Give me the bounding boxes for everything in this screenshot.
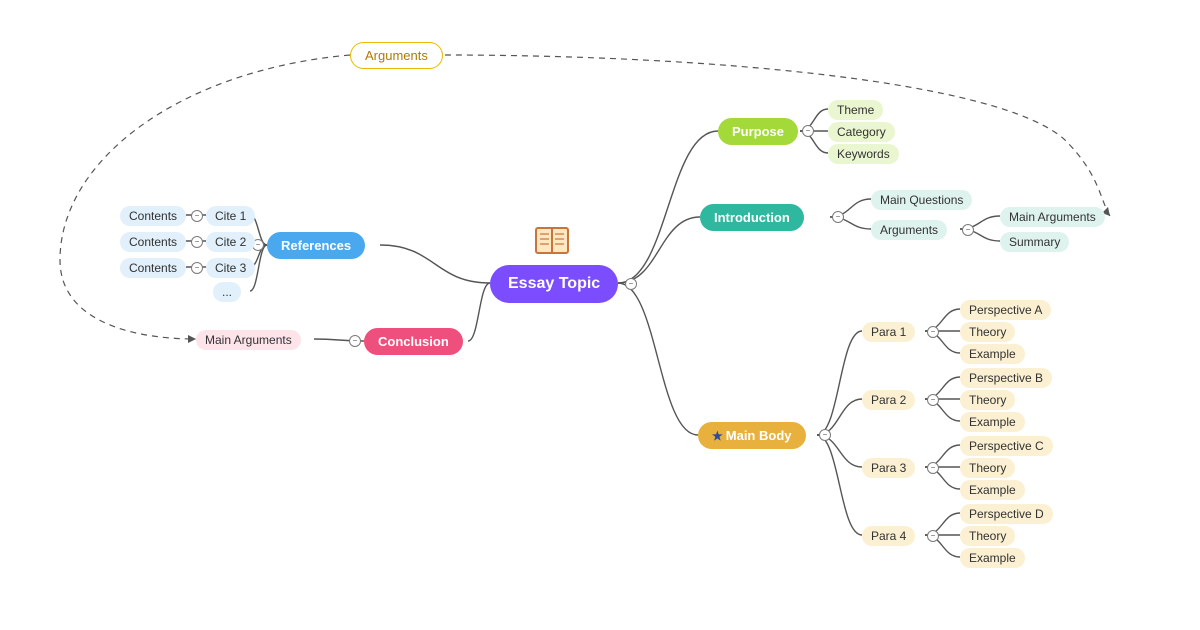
leaf-theme[interactable]: Theme	[828, 100, 883, 120]
root-node[interactable]: Essay Topic	[490, 265, 618, 303]
root-label: Essay Topic	[508, 275, 600, 293]
cite2-toggle[interactable]: −	[191, 236, 203, 248]
leaf-contents-1[interactable]: Contents	[120, 206, 186, 226]
floating-arguments[interactable]: Arguments	[350, 42, 443, 69]
branch-introduction-label: Introduction	[714, 210, 790, 225]
branch-conclusion[interactable]: Conclusion	[364, 328, 463, 355]
leaf-arguments[interactable]: Arguments	[871, 220, 947, 240]
leaf-para-2[interactable]: Para 2	[862, 390, 915, 410]
root-toggle[interactable]: −	[625, 278, 637, 290]
branch-references[interactable]: References	[267, 232, 365, 259]
leaf-perspective-b[interactable]: Perspective B	[960, 368, 1052, 388]
leaf-example-4[interactable]: Example	[960, 548, 1025, 568]
leaf-theory-1[interactable]: Theory	[960, 322, 1015, 342]
para1-toggle[interactable]: −	[927, 326, 939, 338]
book-icon	[532, 222, 572, 262]
leaf-para-3[interactable]: Para 3	[862, 458, 915, 478]
floating-label: Arguments	[365, 48, 428, 63]
para2-toggle[interactable]: −	[927, 394, 939, 406]
para4-toggle[interactable]: −	[927, 530, 939, 542]
star-icon: ★	[712, 429, 723, 443]
cite1-toggle[interactable]: −	[191, 210, 203, 222]
leaf-para-4[interactable]: Para 4	[862, 526, 915, 546]
leaf-example-2[interactable]: Example	[960, 412, 1025, 432]
leaf-cite-2[interactable]: Cite 2	[206, 232, 255, 252]
branch-introduction[interactable]: Introduction	[700, 204, 804, 231]
branch-references-label: References	[281, 238, 351, 253]
leaf-cite-3[interactable]: Cite 3	[206, 258, 255, 278]
leaf-example-1[interactable]: Example	[960, 344, 1025, 364]
leaf-category[interactable]: Category	[828, 122, 895, 142]
branch-purpose[interactable]: Purpose	[718, 118, 798, 145]
leaf-theory-2[interactable]: Theory	[960, 390, 1015, 410]
leaf-perspective-c[interactable]: Perspective C	[960, 436, 1053, 456]
para3-toggle[interactable]: −	[927, 462, 939, 474]
leaf-keywords[interactable]: Keywords	[828, 144, 899, 164]
leaf-theory-3[interactable]: Theory	[960, 458, 1015, 478]
leaf-example-3[interactable]: Example	[960, 480, 1025, 500]
leaf-contents-2[interactable]: Contents	[120, 232, 186, 252]
cite3-toggle[interactable]: −	[191, 262, 203, 274]
leaf-perspective-a[interactable]: Perspective A	[960, 300, 1051, 320]
leaf-cite-1[interactable]: Cite 1	[206, 206, 255, 226]
leaf-main-questions[interactable]: Main Questions	[871, 190, 972, 210]
purpose-toggle[interactable]: −	[802, 125, 814, 137]
branch-main-body[interactable]: ★ Main Body	[698, 422, 806, 449]
branch-main-body-label: Main Body	[726, 428, 792, 443]
leaf-refs-more[interactable]: ...	[213, 282, 241, 302]
mainbody-toggle[interactable]: −	[819, 429, 831, 441]
branch-purpose-label: Purpose	[732, 124, 784, 139]
leaf-main-arguments-intro[interactable]: Main Arguments	[1000, 207, 1105, 227]
leaf-summary[interactable]: Summary	[1000, 232, 1069, 252]
leaf-main-arguments-concl[interactable]: Main Arguments	[196, 330, 301, 350]
leaf-contents-3[interactable]: Contents	[120, 258, 186, 278]
leaf-para-1[interactable]: Para 1	[862, 322, 915, 342]
arguments-toggle[interactable]: −	[962, 224, 974, 236]
leaf-perspective-d[interactable]: Perspective D	[960, 504, 1053, 524]
concl-toggle[interactable]: −	[349, 335, 361, 347]
intro-toggle[interactable]: −	[832, 211, 844, 223]
leaf-theory-4[interactable]: Theory	[960, 526, 1015, 546]
branch-conclusion-label: Conclusion	[378, 334, 449, 349]
